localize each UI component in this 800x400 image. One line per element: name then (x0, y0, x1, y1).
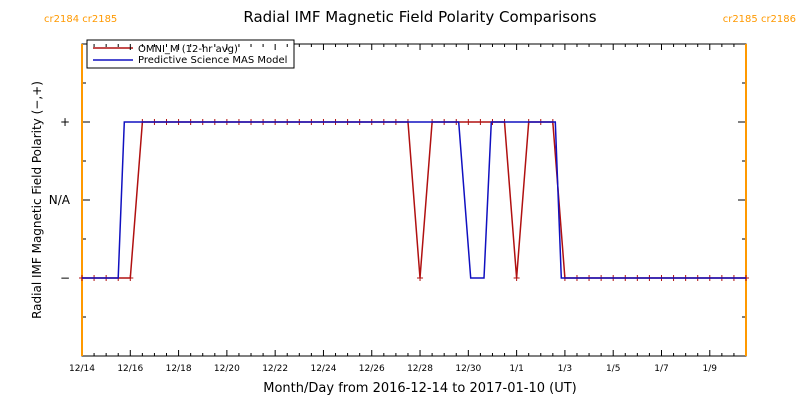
chart-title: Radial IMF Magnetic Field Polarity Compa… (243, 8, 596, 26)
x-tick-label: 12/16 (117, 364, 143, 374)
x-tick-label: 12/30 (455, 364, 481, 374)
series-layer (79, 119, 749, 281)
y-tick-label: − (60, 271, 70, 285)
x-tick-label: 1/3 (558, 364, 572, 374)
data-point-marker (417, 275, 424, 281)
y-axis-label: Radial IMF Magnetic Field Polarity (−,+) (30, 81, 44, 319)
data-point-marker (127, 275, 134, 281)
data-point-marker (465, 119, 472, 125)
series-line-1 (82, 121, 746, 279)
carrington-markers: cr2184 cr2185 cr2185 cr2186 (44, 14, 796, 356)
x-axis-label: Month/Day from 2016-12-14 to 2017-01-10 … (263, 381, 576, 396)
legend-label-omni: OMNI_M (12-hr avg) (138, 44, 238, 55)
x-tick-label: 12/18 (166, 364, 192, 374)
x-tick-label: 1/7 (654, 364, 668, 374)
x-tick-label: 1/9 (703, 364, 718, 374)
x-tick-label: 12/24 (310, 364, 336, 374)
legend-label-mas: Predictive Science MAS Model (138, 55, 287, 66)
x-axis: 12/14 12/16 12/18 12/20 12/22 12/24 12/26 12/28… (69, 44, 747, 374)
x-tick-label: 12/28 (407, 364, 433, 374)
y-axis: + N/A − (49, 82, 746, 318)
x-tick-label: 12/22 (262, 364, 288, 374)
carrington-label: cr2185 cr2186 (723, 14, 796, 25)
x-tick-label: 1/1 (509, 364, 523, 374)
x-tick-label: 12/14 (69, 364, 95, 374)
data-point-marker (513, 275, 520, 281)
data-point-marker (477, 119, 484, 125)
y-tick-label: + (60, 115, 70, 129)
series-line-0 (82, 121, 746, 279)
x-tick-label: 1/5 (606, 364, 620, 374)
x-tick-label: 12/26 (359, 364, 385, 374)
carrington-label: cr2184 cr2185 (44, 14, 117, 25)
x-tick-label: 12/20 (214, 364, 240, 374)
y-tick-label: N/A (49, 193, 71, 207)
